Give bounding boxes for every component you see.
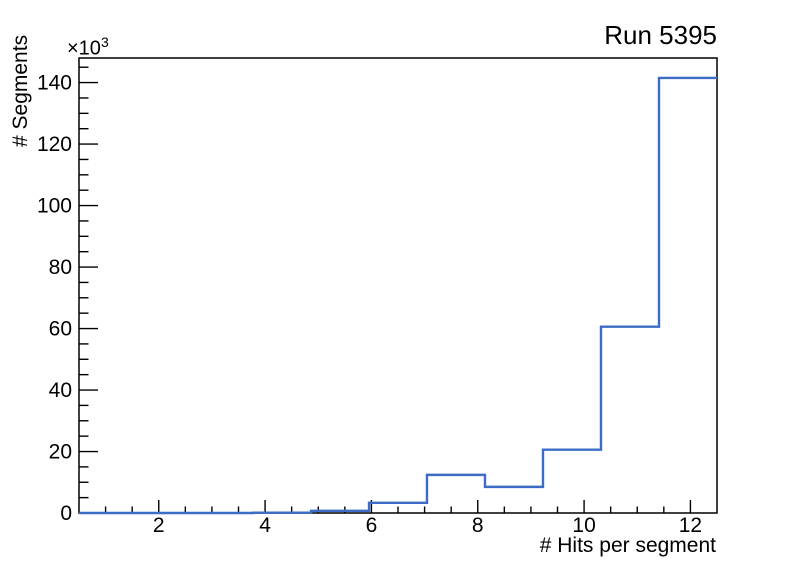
x-tick-label: 4 [259, 514, 271, 537]
y-axis-title: # Segments [9, 34, 32, 147]
histogram-line [79, 76, 717, 515]
y-tick-label: 60 [49, 318, 72, 341]
y-multiplier-base: ×10 [67, 37, 101, 60]
y-axis-multiplier-label: ×103 [67, 34, 109, 61]
x-tick-label: 8 [472, 514, 484, 537]
y-tick-label: 20 [49, 441, 72, 464]
y-tick-label: 0 [60, 502, 72, 525]
y-tick-label: 100 [37, 195, 72, 218]
x-tick-label: 10 [572, 514, 595, 537]
x-axis-title: # Hits per segment [539, 534, 716, 557]
y-tick-label: 140 [37, 72, 72, 95]
x-tick-label: 12 [679, 514, 702, 537]
plot-title: Run 5395 [604, 20, 717, 50]
y-tick-label: 40 [49, 379, 72, 402]
plot-frame [78, 57, 718, 514]
y-multiplier-exponent: 3 [100, 34, 109, 50]
y-tick-label: 80 [49, 256, 72, 279]
x-tick-label: 2 [153, 514, 165, 537]
y-tick-label: 120 [37, 133, 72, 156]
x-tick-label: 6 [366, 514, 378, 537]
